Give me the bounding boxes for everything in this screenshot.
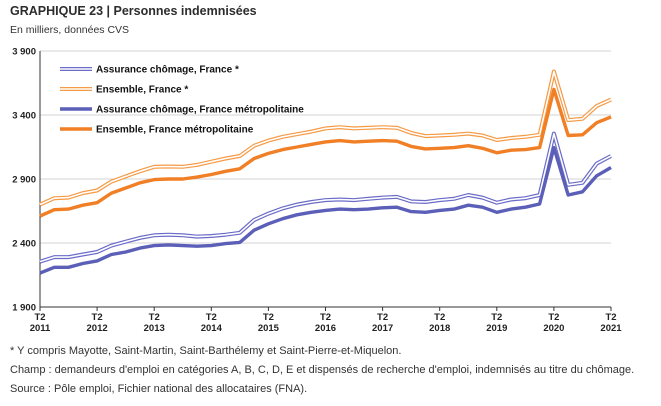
series-2: [39, 145, 612, 275]
x-tick-label: 2013: [144, 323, 165, 334]
x-tick-label: 2012: [87, 323, 108, 334]
legend-item: Ensemble, France *: [60, 85, 188, 96]
x-tick-label: 2015: [258, 323, 280, 334]
legend-item: Ensemble, France métropolitaine: [60, 125, 254, 136]
source-note: Source : Pôle emploi, Fichier national d…: [10, 383, 308, 395]
x-tick-label: T2: [263, 312, 274, 323]
x-tick-label: T2: [149, 312, 160, 323]
y-tick-label: 3 900: [12, 47, 36, 58]
y-tick-label: 1 900: [12, 303, 36, 314]
x-tick-label: T2: [377, 312, 388, 323]
x-tick-label: T2: [92, 312, 103, 323]
x-tick-label: 2020: [543, 323, 564, 334]
x-tick-label: 2016: [315, 323, 336, 334]
legend: Assurance chômage, France * Ensemble, Fra…: [60, 65, 304, 136]
x-tick-label: T2: [206, 312, 217, 323]
y-axis-labels: 1 900 2 400 2 900 3 400 3 900: [12, 47, 36, 314]
series-line-inner: [39, 132, 612, 263]
legend-item: Assurance chômage, France *: [60, 65, 239, 76]
series-line: [39, 87, 612, 218]
series-lines: [39, 69, 612, 275]
x-tick-label: T2: [34, 312, 45, 323]
legend-item: Assurance chômage, France métropolitaine: [60, 105, 304, 116]
x-tick-label: 2019: [486, 323, 507, 334]
legend-label: Ensemble, France *: [96, 85, 188, 96]
series-line: [39, 145, 612, 275]
chart-subtitle: En milliers, données CVS: [10, 24, 130, 36]
footnote: * Y compris Mayotte, Saint-Martin, Saint…: [10, 345, 402, 357]
series-line-inner: [39, 70, 612, 206]
y-tick-label: 3 400: [12, 111, 36, 122]
x-tick-label: 2017: [372, 323, 393, 334]
scope-note: Champ : demandeurs d'emploi en catégorie…: [10, 364, 635, 376]
x-tick-label: 2018: [429, 323, 450, 334]
series-0: [39, 131, 612, 264]
series-3: [39, 87, 612, 218]
x-tick-label: 2014: [201, 323, 223, 334]
x-tick-label: T2: [491, 312, 502, 323]
chart-title: GRAPHIQUE 23 | Personnes indemnisées: [10, 4, 257, 18]
x-tick-label: T2: [548, 312, 559, 323]
legend-label: Ensemble, France métropolitaine: [96, 125, 254, 136]
legend-label: Assurance chômage, France *: [96, 65, 239, 76]
x-tick-label: T2: [320, 312, 331, 323]
notes: * Y compris Mayotte, Saint-Martin, Saint…: [10, 342, 634, 399]
grid-lines: [39, 50, 612, 311]
x-tick-label: 2021: [600, 323, 622, 334]
x-tick-label: T2: [605, 312, 616, 323]
x-tick-label: T2: [434, 312, 445, 323]
y-tick-label: 2 900: [12, 175, 36, 186]
x-tick-label: 2011: [30, 323, 51, 334]
legend-label: Assurance chômage, France métropolitaine: [96, 105, 304, 116]
series-1: [39, 69, 612, 207]
y-tick-label: 2 400: [12, 239, 36, 250]
x-axis-labels: T22011T22012T22013T22014T22015T22016T220…: [30, 312, 623, 334]
